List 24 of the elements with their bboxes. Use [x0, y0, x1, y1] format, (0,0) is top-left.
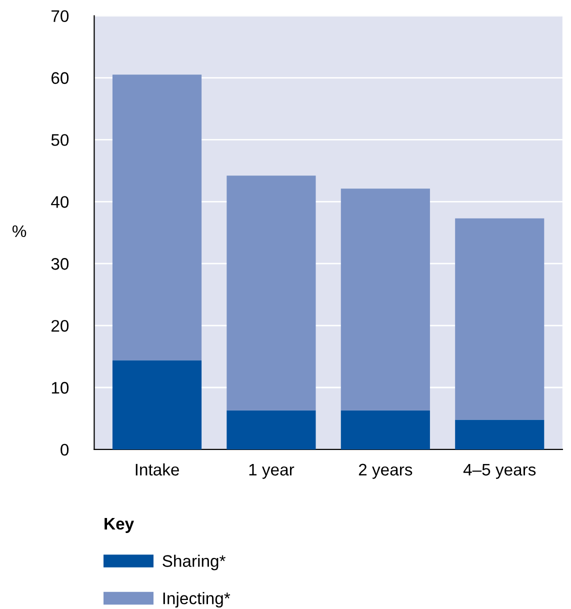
legend-title: Key	[104, 518, 134, 533]
bar	[455, 218, 544, 420]
y-tick-label: 60	[52, 72, 69, 84]
y-tick-label: 0	[60, 444, 69, 456]
bar	[112, 74, 202, 360]
y-tick-label: 20	[52, 320, 69, 332]
bar	[226, 410, 316, 450]
bar	[340, 188, 430, 410]
x-tick-label: Intake	[136, 463, 179, 476]
bar	[226, 176, 316, 410]
bar	[455, 420, 544, 450]
y-tick-label: 40	[51, 196, 69, 208]
x-tick-label: 4–5 years	[463, 464, 536, 479]
bar	[340, 410, 430, 450]
y-tick-label: 10	[52, 382, 69, 394]
x-tick-label: 1 year	[249, 464, 294, 479]
x-tick-label: 2 years	[358, 464, 412, 479]
legend-label: Sharing*	[162, 554, 226, 570]
bar	[112, 360, 202, 450]
y-tick-label: 50	[51, 134, 69, 146]
y-tick-label: 30	[51, 258, 69, 270]
y-tick-label: 70	[52, 10, 69, 22]
legend-label: Injecting*	[163, 592, 230, 608]
y-axis-title: %	[12, 225, 26, 238]
